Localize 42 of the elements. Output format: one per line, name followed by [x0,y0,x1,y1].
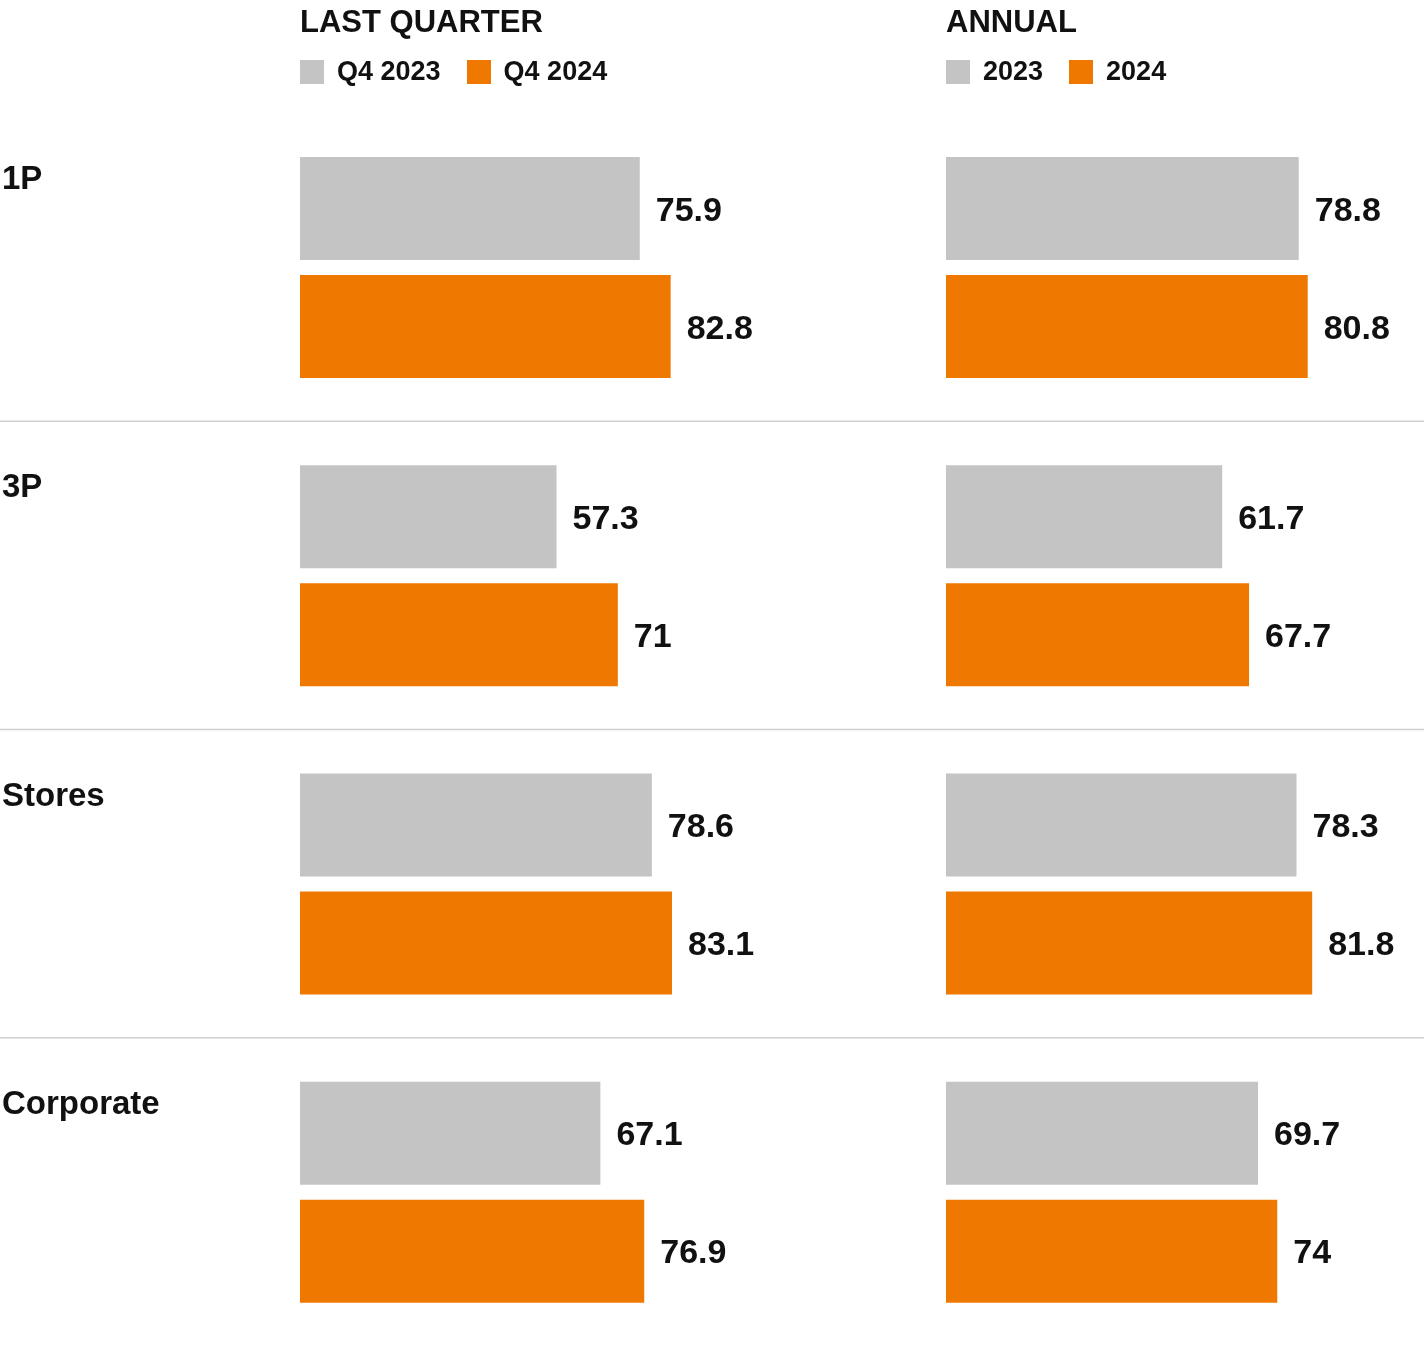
y-tick-label: Corporate [2,1083,160,1121]
bar [300,465,557,569]
y-tick-label: 1P [2,159,43,196]
data-label: 57.3 [572,497,639,536]
data-label: 67.1 [616,1114,683,1153]
data-label: 78.6 [667,806,735,845]
legend-label: 2023 [983,56,1044,87]
bar [946,465,1223,569]
data-label: 83.1 [688,924,755,963]
bar [300,275,671,378]
bar [946,1081,1259,1185]
data-label: 82.8 [686,307,753,346]
data-label: 78.8 [1314,189,1381,228]
chart-title: ANNUAL [946,4,1077,40]
legend-label: Q4 2023 [337,56,441,87]
data-label: 76.9 [660,1232,727,1271]
bar [946,583,1250,687]
legend-label: 2024 [1106,56,1167,87]
bar [300,1199,645,1303]
bar [300,891,672,995]
bar [300,773,652,877]
chart-title: LAST QUARTER [300,4,543,40]
bar [946,773,1297,877]
data-label: 80.8 [1323,307,1390,346]
bar [946,891,1313,995]
legend-label: Q4 2024 [503,56,608,87]
bar [946,157,1299,260]
y-tick-label: Stores [2,775,105,813]
data-label: 81.8 [1328,924,1395,963]
data-label: 74 [1293,1232,1332,1271]
bar [300,157,640,260]
bar [300,1081,601,1185]
bar [946,1199,1278,1303]
data-label: 67.7 [1265,615,1332,654]
bar [300,583,618,687]
data-label: 78.3 [1312,806,1379,845]
y-tick-label: 3P [2,467,43,505]
data-label: 61.7 [1238,497,1305,536]
data-label: 71 [633,615,672,654]
bar [946,275,1308,378]
data-label: 69.7 [1274,1114,1341,1153]
data-label: 75.9 [655,189,722,228]
